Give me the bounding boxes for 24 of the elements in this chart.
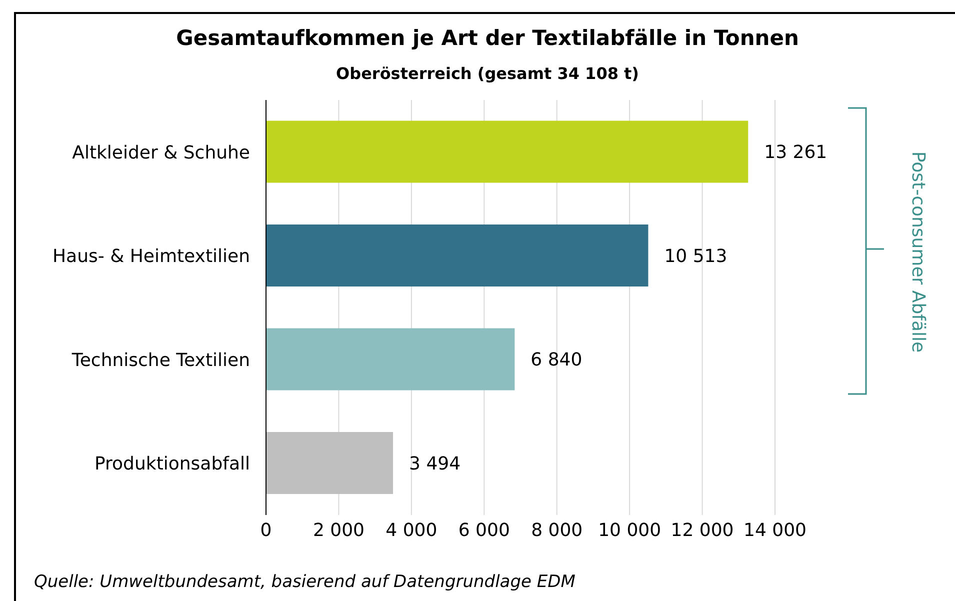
data-label: 13 261 [764, 142, 828, 164]
x-tick-label: 10 000 [598, 520, 662, 541]
x-tick-label: 14 000 [744, 520, 806, 541]
y-tick-label: Haus- & Heimtextilien [52, 246, 250, 268]
y-tick-label: Altkleider & Schuhe [72, 142, 250, 164]
bar [266, 120, 748, 183]
x-tick-label: 12 000 [670, 520, 734, 541]
x-tick-label: 8 000 [531, 520, 583, 541]
chart-subtitle: Oberösterreich (gesamt 34 108 t) [335, 64, 640, 83]
x-tick-label: 2 000 [312, 520, 364, 541]
data-label: 3 494 [409, 453, 461, 474]
data-label: 10 513 [664, 246, 728, 267]
bar [266, 328, 515, 390]
bar [266, 432, 394, 494]
source-note: Quelle: Umweltbundesamt, basierend auf Datengrundlage EDM [34, 572, 576, 592]
x-tick-label: 6 000 [458, 520, 510, 541]
chart-title: Gesamtaufkommen je Art der Textilabfälle in Tonnen [175, 26, 800, 50]
x-tick-label: 0 [260, 520, 272, 541]
x-tick-label: 4 000 [386, 520, 438, 541]
y-tick-label: Technische Textilien [70, 350, 250, 371]
bar [266, 224, 648, 286]
text: Post-consumer Abfälle [908, 151, 928, 353]
y-tick-label: Produktionsabfall [94, 454, 250, 475]
data-label: 6 840 [530, 350, 582, 371]
